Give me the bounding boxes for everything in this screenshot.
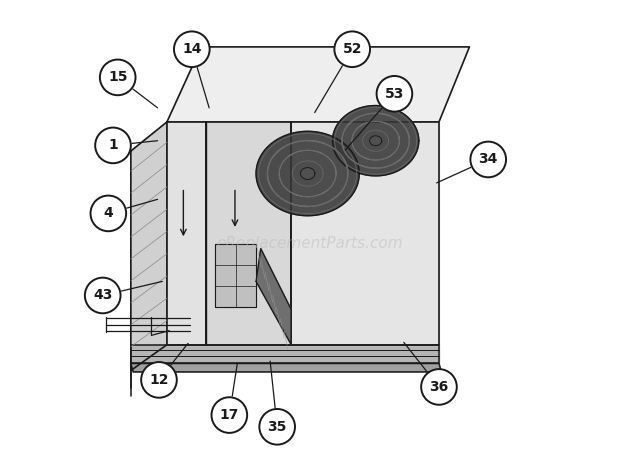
Circle shape bbox=[100, 60, 136, 95]
Text: 34: 34 bbox=[479, 152, 498, 166]
Polygon shape bbox=[215, 244, 256, 307]
Circle shape bbox=[211, 397, 247, 433]
Text: 17: 17 bbox=[219, 408, 239, 422]
Text: 15: 15 bbox=[108, 70, 128, 84]
Polygon shape bbox=[131, 363, 441, 372]
Circle shape bbox=[95, 128, 131, 163]
Polygon shape bbox=[256, 249, 291, 345]
Text: 4: 4 bbox=[104, 206, 113, 220]
Text: 1: 1 bbox=[108, 138, 118, 152]
Text: 36: 36 bbox=[429, 380, 449, 394]
Polygon shape bbox=[301, 167, 315, 180]
Polygon shape bbox=[206, 122, 291, 345]
Polygon shape bbox=[291, 122, 439, 345]
Polygon shape bbox=[167, 47, 469, 122]
Text: 14: 14 bbox=[182, 42, 202, 56]
Circle shape bbox=[421, 369, 457, 405]
Polygon shape bbox=[131, 122, 167, 371]
Polygon shape bbox=[370, 136, 382, 145]
Circle shape bbox=[259, 409, 295, 445]
Text: eReplacementParts.com: eReplacementParts.com bbox=[216, 236, 404, 251]
Text: 52: 52 bbox=[342, 42, 362, 56]
Polygon shape bbox=[256, 131, 359, 216]
Text: 43: 43 bbox=[93, 288, 112, 303]
Circle shape bbox=[141, 362, 177, 398]
Text: 53: 53 bbox=[385, 87, 404, 101]
Polygon shape bbox=[167, 122, 206, 345]
Text: 35: 35 bbox=[267, 420, 287, 434]
Text: 12: 12 bbox=[149, 373, 169, 387]
Circle shape bbox=[471, 142, 506, 177]
Polygon shape bbox=[131, 345, 439, 363]
Circle shape bbox=[91, 196, 126, 231]
Circle shape bbox=[85, 278, 120, 313]
Polygon shape bbox=[332, 106, 418, 176]
Circle shape bbox=[376, 76, 412, 112]
Circle shape bbox=[334, 31, 370, 67]
Circle shape bbox=[174, 31, 210, 67]
